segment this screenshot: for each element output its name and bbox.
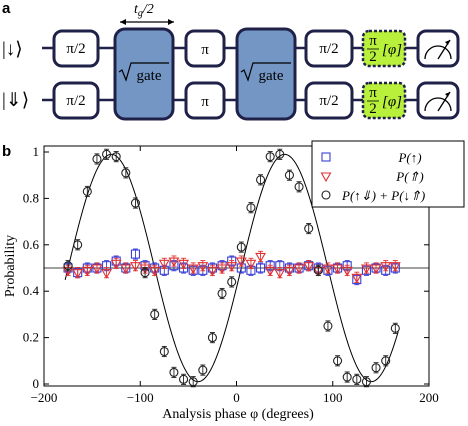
sqrt-gate-label: gate xyxy=(259,68,284,84)
panel-b-label: b xyxy=(2,143,11,160)
y-axis-label: Probability xyxy=(3,235,18,297)
y-tick-label: 0.8 xyxy=(23,190,39,205)
legend: P(↑) P(⇑) P(↑⇓) + P(↓⇑) xyxy=(312,141,464,207)
analysis-pi-label: π xyxy=(369,33,377,49)
x-axis-label: Analysis phase φ (degrees) xyxy=(162,407,314,422)
legend-label: P(⇑) xyxy=(395,169,424,184)
legend-label: P(↑) xyxy=(397,150,421,165)
state-double-down-label: |⇓⟩ xyxy=(2,90,29,111)
arrowhead-left-icon xyxy=(120,19,126,25)
y-tick-label: 0.2 xyxy=(23,330,39,345)
analysis-phase-label: [φ] xyxy=(382,42,402,58)
pi-label: π xyxy=(201,94,209,110)
probability-chart: −200 −100 0 100 200 0 0.2 0.4 0.6 0.8 1 Analysis … xyxy=(3,141,464,422)
legend-label: P(↑⇓) + P(↓⇑) xyxy=(341,188,425,203)
x-tick-label: 0 xyxy=(233,390,240,405)
pi-half-label: π/2 xyxy=(66,93,85,109)
arrowhead-right-icon xyxy=(168,19,174,25)
measurement-box-bottom xyxy=(418,83,458,118)
y-tick-label: 1 xyxy=(33,144,40,159)
circuit-diagram: a tg/2 |↓⟩ |⇓⟩ π/2 π/2 gate π π g xyxy=(2,0,458,119)
pi-half-label: π/2 xyxy=(66,41,85,57)
state-down-label: |↓⟩ xyxy=(2,39,23,60)
x-tick-label: −200 xyxy=(31,390,58,405)
pi-label: π xyxy=(201,42,209,58)
y-tick-label: 0.6 xyxy=(23,237,40,252)
measurement-box-top xyxy=(418,31,458,66)
x-tick-label: −100 xyxy=(127,390,154,405)
sqrt-gate-label: gate xyxy=(137,68,162,84)
y-tick-label: 0.4 xyxy=(23,283,40,298)
y-tick-label: 0 xyxy=(33,376,40,391)
pi-half-label: π/2 xyxy=(319,41,338,57)
x-tick-label: 200 xyxy=(419,390,439,405)
wait-time-label: tg/2 xyxy=(134,2,154,19)
x-tick-label: 100 xyxy=(323,390,343,405)
analysis-pi-label: π xyxy=(369,85,377,101)
analysis-phase-label: [φ] xyxy=(382,94,402,110)
pi-half-label: π/2 xyxy=(319,93,338,109)
panel-a-label: a xyxy=(2,0,11,17)
analysis-two-label: 2 xyxy=(369,49,377,65)
analysis-two-label: 2 xyxy=(369,101,377,117)
